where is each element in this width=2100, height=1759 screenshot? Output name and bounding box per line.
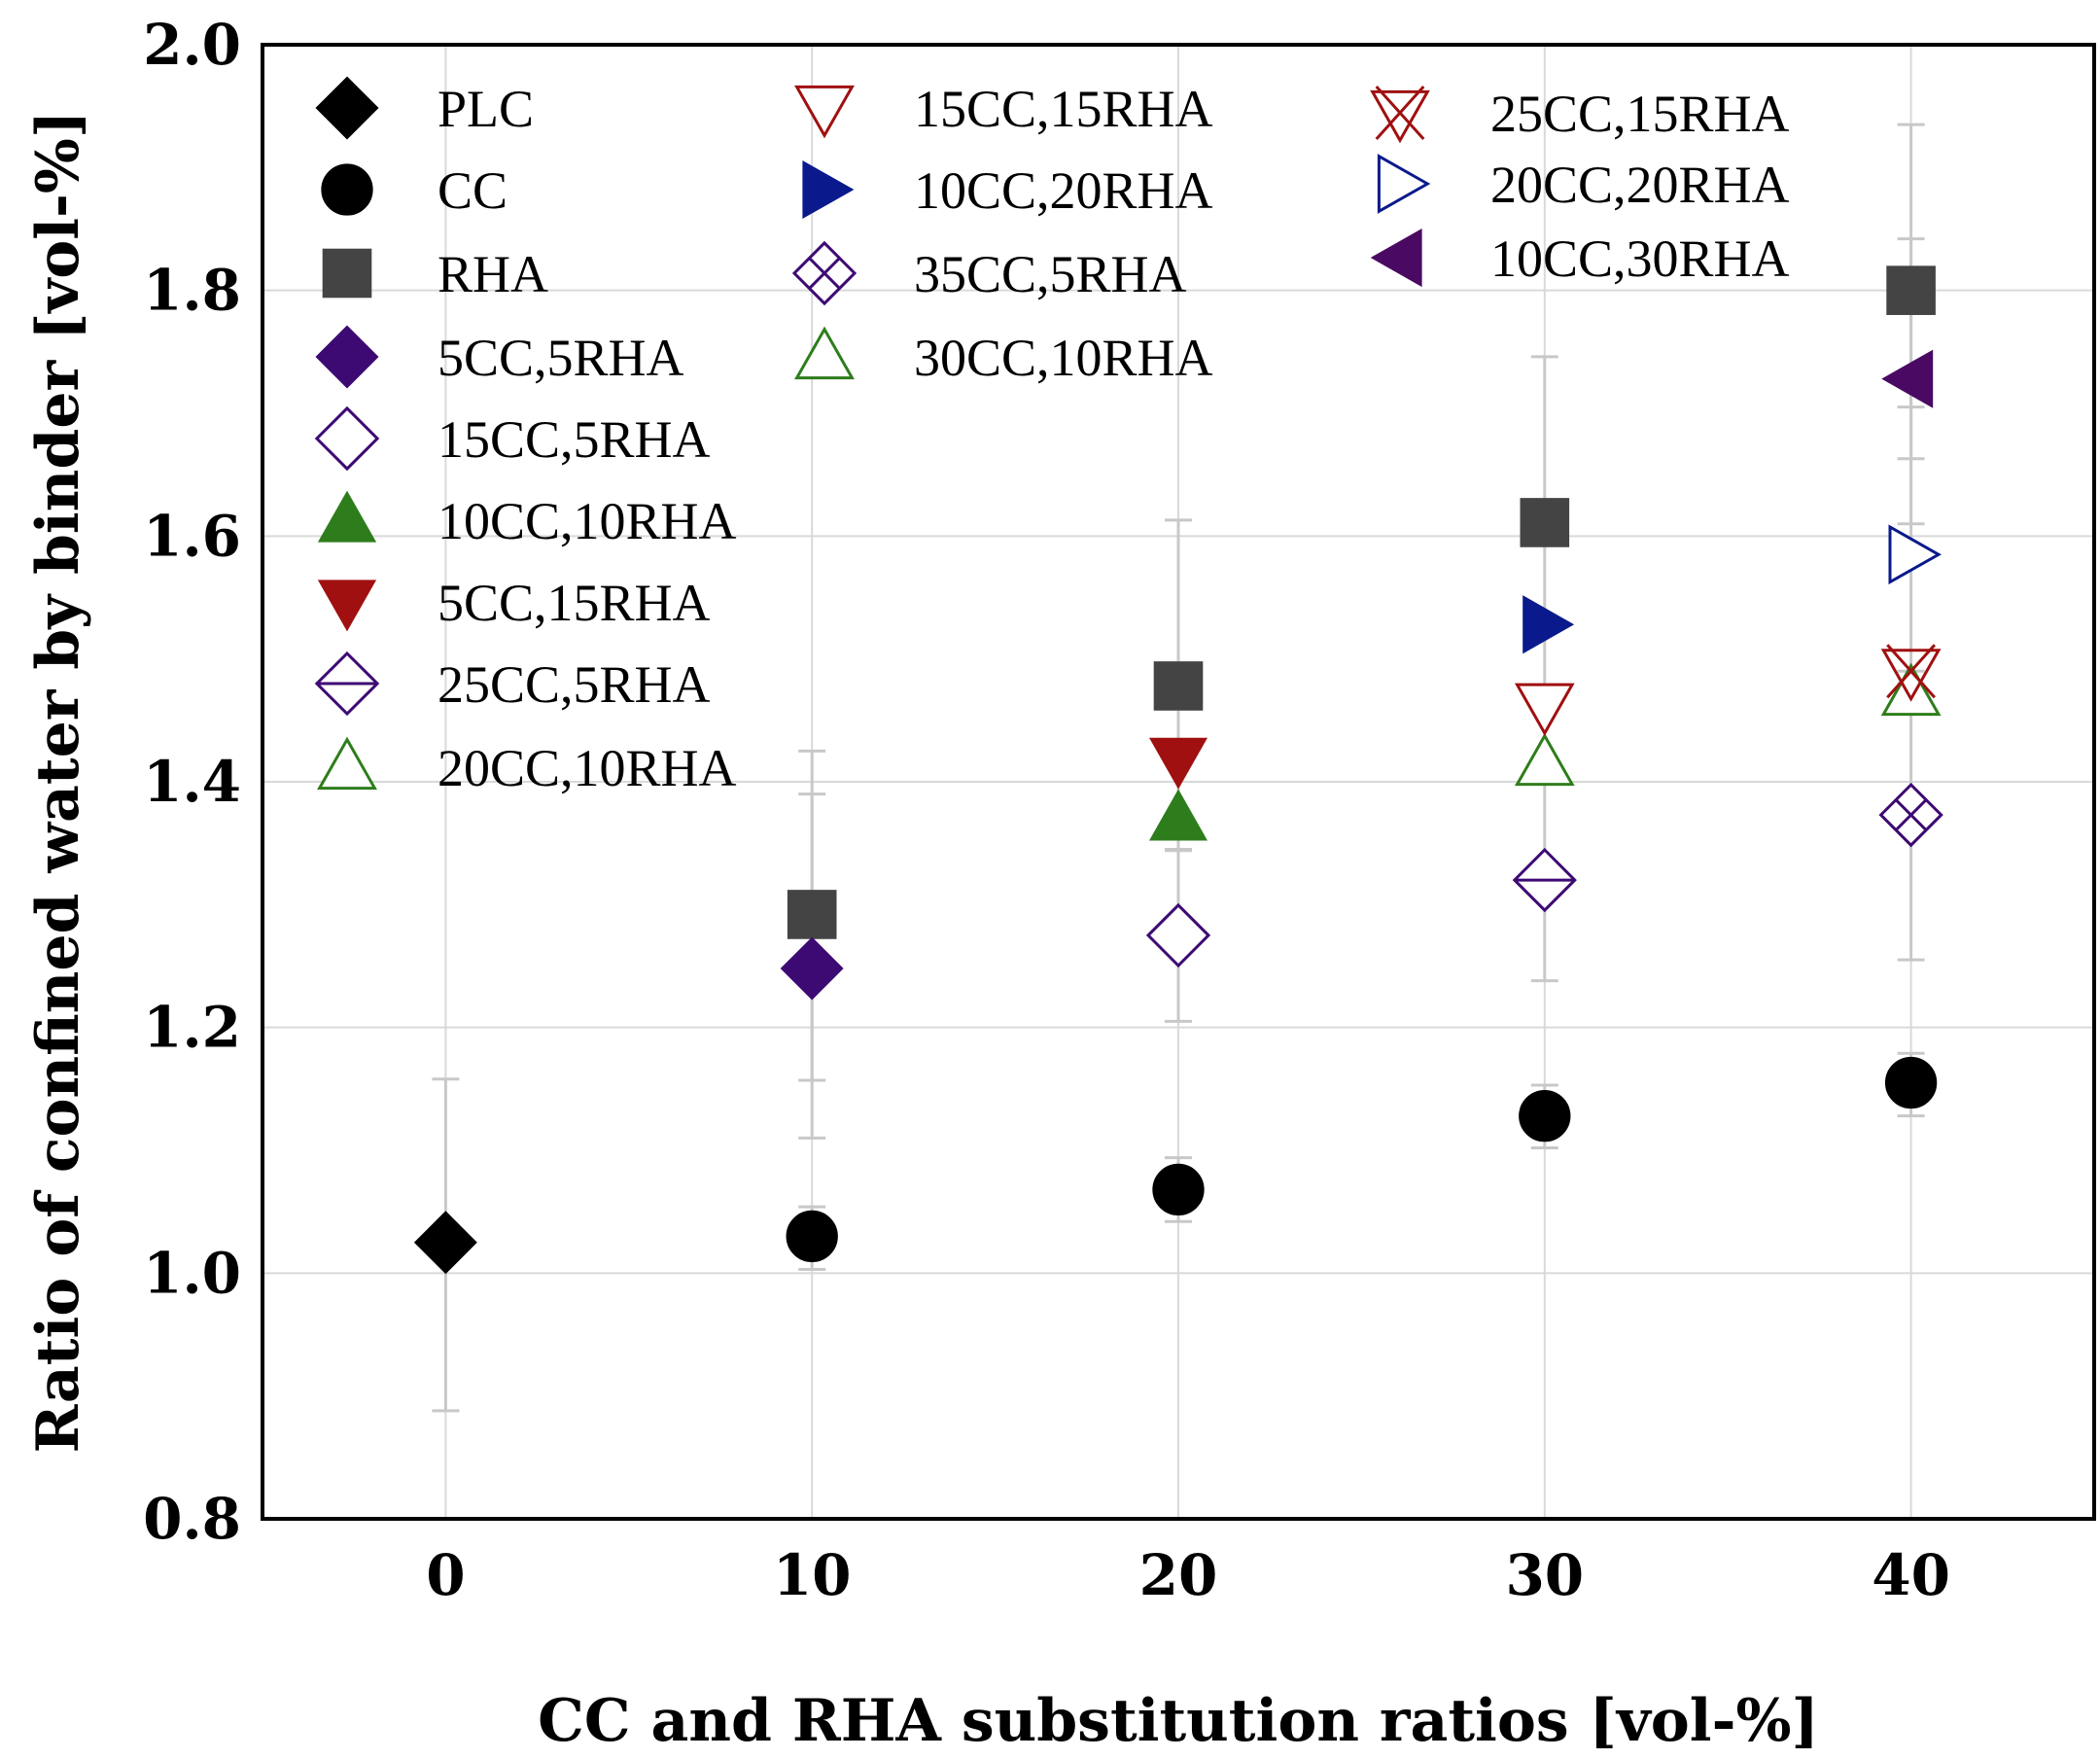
legend-marker [1370,228,1422,288]
legend-marker [1377,154,1431,214]
legend: PLC CC RHA 5CC,5RHA 15CC,5RHA 10CC,10RHA 5CC,1… [314,76,1790,797]
marker-layer [413,265,1943,1275]
data-point [1520,498,1570,547]
legend-marker [794,326,855,380]
legend-item: RHA [322,245,548,303]
legend-item: 5CC,5RHA [315,325,684,389]
data-point [1152,1163,1205,1216]
data-point [1878,782,1943,848]
y-tick-label: 2.0 [143,12,241,78]
legend-label: 20CC,10RHA [438,739,737,797]
legend-item: 35CC,5RHA [791,240,1187,306]
legend-label: 25CC,15RHA [1490,85,1790,143]
legend-item: 25CC,5RHA [314,651,711,717]
legend-item: 25CC,15RHA [1370,85,1790,144]
data-point [1522,595,1575,654]
legend-item: 10CC,10RHA [317,490,737,550]
x-axis-title: CC and RHA substitution ratios [vol-%] [538,1687,1819,1755]
legend-marker [802,159,855,220]
data-point [1145,902,1211,968]
data-point [1886,265,1936,315]
data-point [1148,789,1208,841]
legend-marker [322,248,372,299]
legend-label: 10CC,20RHA [914,161,1213,220]
legend-item: 30CC,10RHA [794,326,1213,387]
legend-item: 10CC,30RHA [1370,228,1790,288]
data-point [1880,644,1942,702]
y-tick-label: 0.8 [143,1486,241,1552]
legend-label: 5CC,5RHA [438,329,684,387]
y-tick-label: 1.6 [143,503,241,569]
legend-item: 20CC,10RHA [317,736,737,797]
legend-label: 15CC,15RHA [914,80,1213,138]
legend-label: PLC [438,80,534,138]
x-tick-label: 30 [1505,1542,1584,1608]
data-point [1884,1056,1938,1109]
legend-marker [315,76,379,140]
data-point [1881,349,1934,408]
legend-label: 20CC,20RHA [1490,156,1790,214]
data-point [1880,662,1942,717]
data-point [1514,732,1575,787]
y-tick-label: 1.2 [143,995,241,1061]
legend-label: 35CC,5RHA [914,245,1187,303]
data-point [787,890,837,939]
legend-label: 10CC,30RHA [1490,229,1790,288]
tick-layer: 0 10 20 30 40 0.8 1.0 1.2 1.4 1.6 1.8 2.0 [143,12,1950,1608]
x-tick-label: 0 [426,1542,465,1608]
legend-marker [791,240,858,306]
legend-item: 5CC,15RHA [317,574,711,632]
legend-marker [317,736,377,791]
legend-marker [1370,85,1430,144]
legend-label: 30CC,10RHA [914,329,1213,387]
legend-marker [317,490,377,543]
data-point [1512,847,1577,913]
data-point [1888,524,1942,585]
y-axis-title: Ratio of confined water by binder [vol-%… [24,111,92,1454]
legend-marker [314,651,380,717]
legend-item: 15CC,5RHA [314,405,711,472]
legend-label: 10CC,10RHA [438,492,737,550]
y-tick-label: 1.4 [143,749,241,815]
data-point [1514,683,1575,737]
legend-label: 15CC,5RHA [438,410,711,469]
legend-label: RHA [438,245,548,303]
legend-marker [321,163,373,216]
y-tick-label: 1.8 [143,258,241,324]
x-tick-label: 40 [1872,1542,1950,1608]
y-tick-label: 1.0 [143,1240,241,1306]
plot-frame [261,43,2096,1521]
legend-marker [317,580,377,632]
legend-marker [794,85,855,139]
legend-marker [315,325,379,389]
data-point [1148,737,1208,790]
x-tick-label: 20 [1139,1542,1218,1608]
legend-item: PLC [315,76,534,140]
legend-label: CC [438,161,508,220]
data-point [1153,661,1204,711]
x-tick-label: 10 [773,1542,852,1608]
legend-item: CC [321,161,508,220]
legend-label: 25CC,5RHA [438,655,711,714]
legend-label: 5CC,15RHA [438,574,711,632]
data-point [413,1211,477,1275]
data-point [786,1210,838,1263]
legend-item: 20CC,20RHA [1377,154,1790,214]
legend-item: 15CC,15RHA [794,80,1213,139]
data-point [1519,1089,1571,1143]
legend-marker [314,405,380,472]
legend-item: 10CC,20RHA [802,159,1213,220]
data-point [780,936,844,1001]
